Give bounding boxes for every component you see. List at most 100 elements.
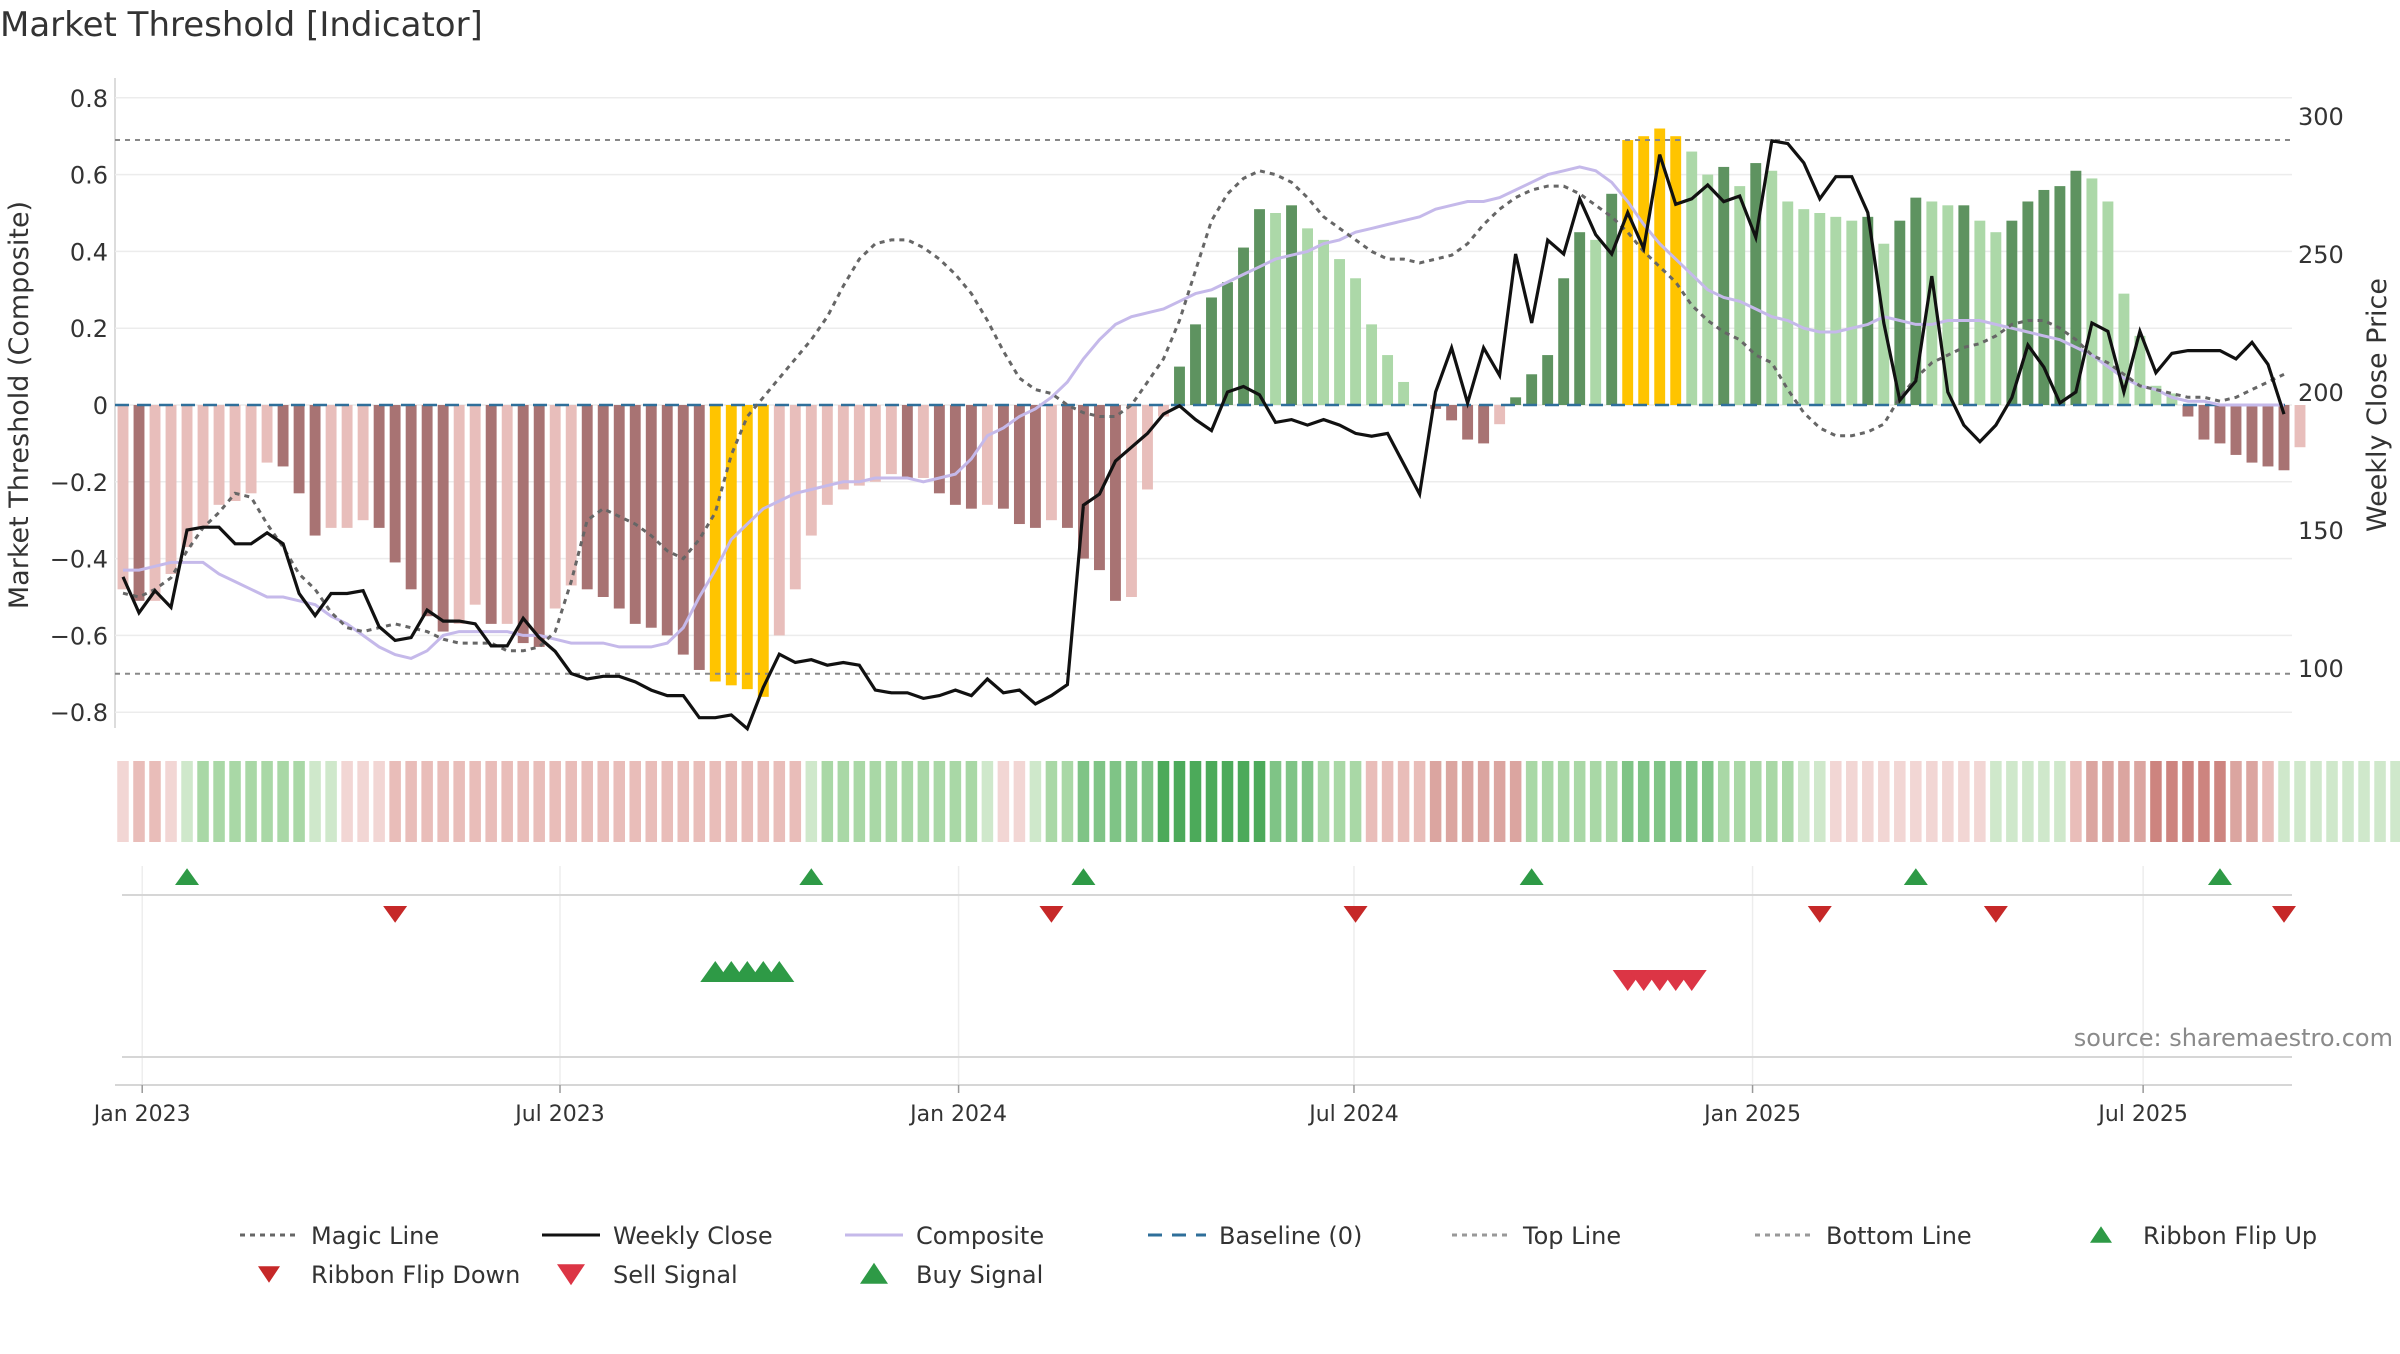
histogram-bars <box>117 128 2306 697</box>
ribbon-cell <box>357 761 369 842</box>
ribbon-cell <box>341 761 353 842</box>
ribbon-cell <box>533 761 545 842</box>
histogram-bar <box>1798 209 1810 405</box>
histogram-bar <box>725 405 737 686</box>
chart-title: Market Threshold [Indicator] <box>0 5 483 45</box>
histogram-bar <box>1061 405 1073 528</box>
ribbon-cell <box>1221 761 1234 842</box>
ribbon-cell <box>1093 761 1106 842</box>
ribbon-cell <box>1926 761 1938 842</box>
ribbon-cell <box>1205 761 1218 842</box>
histogram-bar <box>1958 205 1970 405</box>
histogram-bar <box>709 405 721 682</box>
ribbon-cell <box>1669 761 1682 842</box>
histogram-bar <box>1478 405 1490 444</box>
histogram-bar <box>1910 197 1922 405</box>
histogram-bar <box>2070 170 2082 405</box>
histogram-bar <box>853 405 865 486</box>
legend-label: Bottom Line <box>1826 1222 1972 1250</box>
histogram-bar <box>1942 205 1954 405</box>
ribbon-cell <box>1477 761 1490 842</box>
ribbon-cell <box>277 761 289 842</box>
sell-signal-marker <box>1676 970 1707 991</box>
ribbon-cell <box>1029 761 1042 842</box>
ribbon-cell <box>1525 761 1538 842</box>
histogram-bar <box>1462 405 1474 440</box>
ribbon-cell <box>117 761 129 842</box>
ribbon-cell <box>837 761 850 842</box>
ribbon-cell <box>2070 761 2082 842</box>
right-axis-label: Weekly Close Price <box>2362 278 2393 532</box>
ribbon-cell <box>2230 761 2242 842</box>
legend-label: Sell Signal <box>613 1261 738 1289</box>
histogram-bar <box>789 405 801 590</box>
histogram-bar <box>597 405 609 597</box>
histogram-bar <box>437 405 449 632</box>
ribbon-cell <box>613 761 625 842</box>
ribbon-cell <box>1285 761 1298 842</box>
right-tick-label: 200 <box>2298 379 2344 407</box>
ribbon-cell <box>2102 761 2114 842</box>
histogram-bar <box>2054 186 2066 405</box>
ribbon-flip-up-marker <box>1071 868 1096 885</box>
ribbon-cell <box>1830 761 1842 842</box>
histogram-bar <box>229 405 241 501</box>
histogram-bar <box>2166 393 2178 405</box>
ribbon-cell <box>1814 761 1826 842</box>
histogram-bar <box>1029 405 1041 528</box>
ribbon-cell <box>1749 761 1762 842</box>
histogram-bar <box>325 405 337 528</box>
histogram-bar <box>1110 405 1121 601</box>
ribbon-flip-down-marker <box>1039 906 1064 923</box>
ribbon-cell <box>2022 761 2034 842</box>
ribbon-cell <box>2118 761 2130 842</box>
ribbon-cell <box>1509 761 1522 842</box>
ribbon-cell <box>1733 761 1746 842</box>
right-tick-label: 250 <box>2298 241 2344 269</box>
ribbon-cell <box>805 761 818 842</box>
histogram-bar <box>885 405 897 475</box>
legend-item: Composite <box>845 1222 1044 1250</box>
ribbon-cell <box>245 761 257 842</box>
ribbon-cell <box>1333 761 1346 842</box>
ribbon-flip-down-marker <box>2271 906 2296 923</box>
left-tick-label: −0.4 <box>50 546 108 574</box>
histogram-bar <box>149 405 161 601</box>
histogram-bar <box>1238 247 1249 405</box>
legend-swatch <box>258 1266 280 1283</box>
histogram-bar <box>677 405 689 655</box>
ribbon-cell <box>229 761 241 842</box>
histogram-bar <box>2214 405 2226 444</box>
ribbon-cell <box>1429 761 1442 842</box>
ribbon-cell <box>181 761 193 842</box>
ribbon-cell <box>1910 761 1922 842</box>
histogram-bar <box>1686 151 1698 405</box>
x-tick-label: Jan 2023 <box>92 1102 191 1127</box>
histogram-bar <box>1142 405 1153 490</box>
ribbon-cell <box>133 761 145 842</box>
ribbon-cell <box>869 761 882 842</box>
ribbon-cell <box>405 761 417 842</box>
ribbon-flip-up-marker <box>175 868 200 885</box>
histogram-bar <box>1126 405 1137 597</box>
ribbon-flip-up-marker <box>799 868 824 885</box>
histogram-bar <box>309 405 321 536</box>
histogram-bar <box>533 405 545 647</box>
histogram-bar <box>1334 259 1346 405</box>
ribbon-cell <box>1077 761 1090 842</box>
histogram-bar <box>1862 216 1874 405</box>
legend-item: Ribbon Flip Down <box>258 1261 520 1289</box>
ribbon-cell <box>597 761 609 842</box>
legend-label: Top Line <box>1522 1222 1621 1250</box>
ribbon-cell <box>1846 761 1858 842</box>
ribbon-cell <box>1637 761 1650 842</box>
legend-item: Sell Signal <box>557 1261 738 1289</box>
ribbon-cell <box>309 761 321 842</box>
ribbon-cell <box>389 761 401 842</box>
legend-label: Composite <box>916 1222 1044 1250</box>
x-tick-label: Jul 2025 <box>2096 1102 2188 1127</box>
histogram-bar <box>197 405 209 528</box>
weekly-close-line <box>121 138 2286 732</box>
ribbon-cell <box>949 761 962 842</box>
